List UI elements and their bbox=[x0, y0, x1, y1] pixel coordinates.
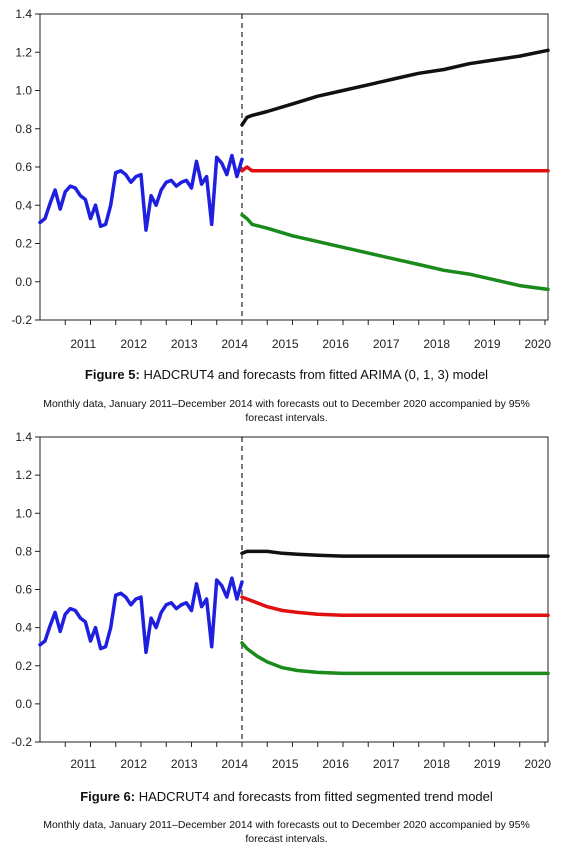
y-tick-label: 0.4 bbox=[15, 198, 32, 212]
y-tick-label: 1.0 bbox=[15, 84, 32, 98]
figure-5-caption: Figure 5: HADCRUT4 and forecasts from fi… bbox=[0, 367, 573, 382]
y-tick-label: 0.8 bbox=[15, 544, 32, 558]
y-tick-label: 0.0 bbox=[15, 275, 32, 289]
y-tick-label: 0.0 bbox=[15, 697, 32, 711]
x-tick-label: 2017 bbox=[373, 337, 400, 351]
x-tick-label: 2012 bbox=[120, 337, 147, 351]
x-tick-label: 2015 bbox=[272, 757, 299, 771]
x-tick-label: 2014 bbox=[221, 757, 248, 771]
x-tick-label: 2020 bbox=[524, 337, 551, 351]
y-tick-label: 0.6 bbox=[15, 583, 32, 597]
x-tick-label: 2019 bbox=[474, 337, 501, 351]
y-tick-label: 1.2 bbox=[15, 468, 32, 482]
y-tick-label: 1.0 bbox=[15, 506, 32, 520]
series-line-forecast bbox=[240, 165, 550, 173]
y-tick-label: 0.2 bbox=[15, 659, 32, 673]
series-line-upper-95 bbox=[240, 549, 550, 558]
figure-5-subtitle: Monthly data, January 2011–December 2014… bbox=[43, 398, 530, 424]
series-line-observed bbox=[38, 576, 244, 655]
figure-6-title: HADCRUT4 and forecasts from fitted segme… bbox=[138, 789, 493, 804]
y-tick-label: 0.4 bbox=[15, 621, 32, 635]
x-tick-label: 2017 bbox=[373, 757, 400, 771]
x-tick-label: 2014 bbox=[221, 337, 248, 351]
figure-6-caption: Figure 6: HADCRUT4 and forecasts from fi… bbox=[0, 789, 573, 804]
series-line-forecast bbox=[240, 595, 550, 617]
figure-6-subtitle: Monthly data, January 2011–December 2014… bbox=[43, 819, 530, 845]
plot-frame bbox=[39, 436, 549, 743]
figure-5-title: HADCRUT4 and forecasts from fitted ARIMA… bbox=[143, 367, 489, 382]
series-line-observed bbox=[38, 153, 244, 232]
x-tick-label: 2013 bbox=[171, 337, 198, 351]
x-tick-label: 2020 bbox=[524, 757, 551, 771]
y-tick-label: 1.4 bbox=[15, 7, 32, 21]
x-tick-label: 2016 bbox=[322, 337, 349, 351]
y-tick-label: 1.2 bbox=[15, 45, 32, 59]
x-tick-label: 2015 bbox=[272, 337, 299, 351]
x-tick-label: 2019 bbox=[474, 757, 501, 771]
y-tick-label: 0.6 bbox=[15, 160, 32, 174]
y-tick-label: -0.2 bbox=[11, 313, 32, 327]
y-tick-label: 1.4 bbox=[15, 430, 32, 444]
series-line-lower-95 bbox=[240, 213, 550, 292]
y-tick-label: 0.8 bbox=[15, 122, 32, 136]
x-tick-label: 2011 bbox=[70, 757, 96, 771]
y-tick-label: 0.2 bbox=[15, 237, 32, 251]
x-tick-label: 2012 bbox=[120, 757, 147, 771]
x-tick-label: 2013 bbox=[171, 757, 198, 771]
figure-6-label: Figure 6: bbox=[80, 789, 136, 804]
y-tick-label: -0.2 bbox=[11, 735, 32, 749]
x-tick-label: 2018 bbox=[423, 757, 450, 771]
series-line-lower-95 bbox=[240, 641, 550, 676]
x-tick-label: 2018 bbox=[423, 337, 450, 351]
x-tick-label: 2011 bbox=[70, 337, 96, 351]
series-line-upper-95 bbox=[240, 48, 550, 127]
x-tick-label: 2016 bbox=[322, 757, 349, 771]
figure-5-label: Figure 5: bbox=[84, 367, 140, 382]
